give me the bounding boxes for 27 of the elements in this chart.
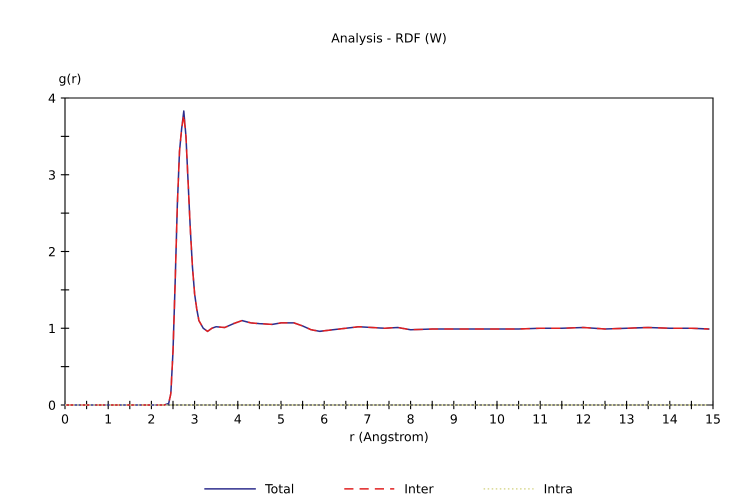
y-tick-label: 2 [48,246,55,256]
y-tick-label: 4 [48,94,56,103]
x-tick-label: 15 [706,414,720,424]
x-tick-label: 3 [192,414,198,424]
chart-title: Analysis - RDF (W) [331,32,446,46]
x-tick-label: 9 [450,414,457,424]
x-tick-label: 12 [576,414,590,424]
x-tick-label: 13 [620,414,634,424]
y-tick-label: 0 [48,400,56,410]
legend-label: Inter [406,484,434,494]
x-tick-label: 10 [490,414,504,424]
x-tick-label: 4 [234,414,242,424]
legend-label: Intra [544,484,572,494]
x-tick-label: 8 [407,414,414,424]
x-axis-title: r (Angstrom) [350,432,428,444]
legend-label: Total [265,484,294,494]
x-tick-label: 5 [278,414,284,424]
x-tick-label: 6 [321,414,328,424]
y-tick-label: 3 [48,170,55,180]
x-tick-label: 2 [148,414,154,424]
y-tick-label: 1 [49,324,55,333]
x-tick-label: 1 [106,414,112,424]
y-axis-title: g(r) [59,74,80,86]
x-tick-label: 7 [364,414,370,424]
x-tick-label: 14 [663,414,678,424]
x-tick-label: 0 [62,414,68,424]
x-tick-label: 11 [534,414,547,424]
